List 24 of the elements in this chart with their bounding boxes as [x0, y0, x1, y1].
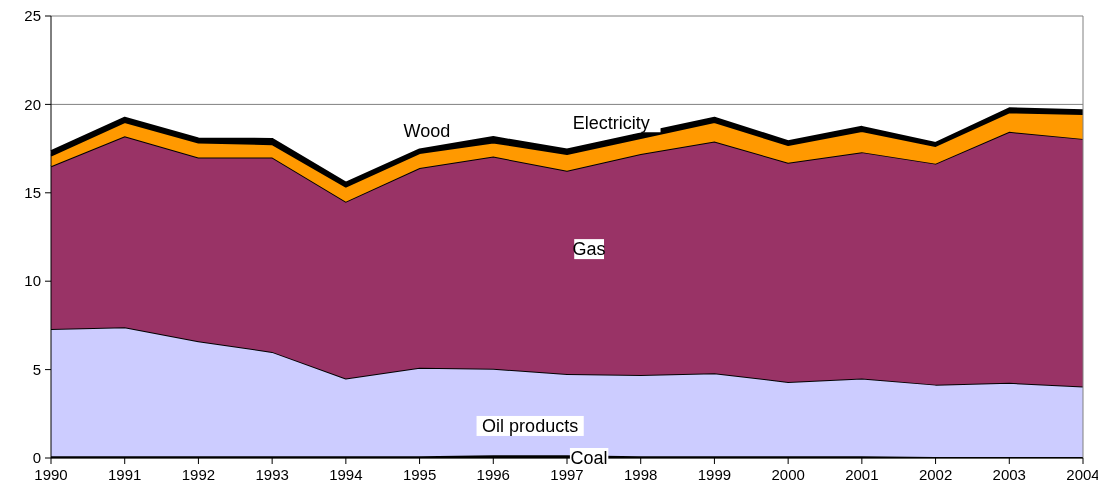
- series-label: Wood: [403, 120, 451, 141]
- y-tick-label: 0: [32, 449, 41, 467]
- x-tick-label: 1998: [624, 466, 658, 483]
- x-tick-label: 2002: [918, 466, 953, 483]
- x-tick-label: 1991: [108, 466, 142, 483]
- y-tick-label: 15: [24, 184, 41, 202]
- x-tick-label: 1996: [476, 466, 510, 483]
- series-label: Coal: [570, 448, 608, 469]
- x-tick-label: 1990: [34, 466, 68, 483]
- x-tick-label: 2003: [992, 466, 1026, 483]
- x-tick-label: 1993: [255, 466, 289, 483]
- y-tick-label: 10: [24, 272, 41, 290]
- series-label: Oil products: [482, 416, 579, 437]
- x-tick-label: 1997: [550, 466, 584, 483]
- x-tick-label: 1995: [402, 466, 437, 483]
- y-tick-label: 25: [24, 7, 41, 25]
- series-label: Electricity: [572, 112, 650, 133]
- y-tick-label: 5: [32, 360, 41, 378]
- x-tick-label: 1994: [329, 466, 363, 483]
- x-tick-label: 1992: [181, 466, 216, 483]
- y-tick-label: 20: [24, 95, 41, 113]
- x-tick-label: 1999: [697, 466, 732, 483]
- x-tick-label: 2000: [771, 466, 805, 483]
- x-tick-label: 2001: [845, 466, 879, 483]
